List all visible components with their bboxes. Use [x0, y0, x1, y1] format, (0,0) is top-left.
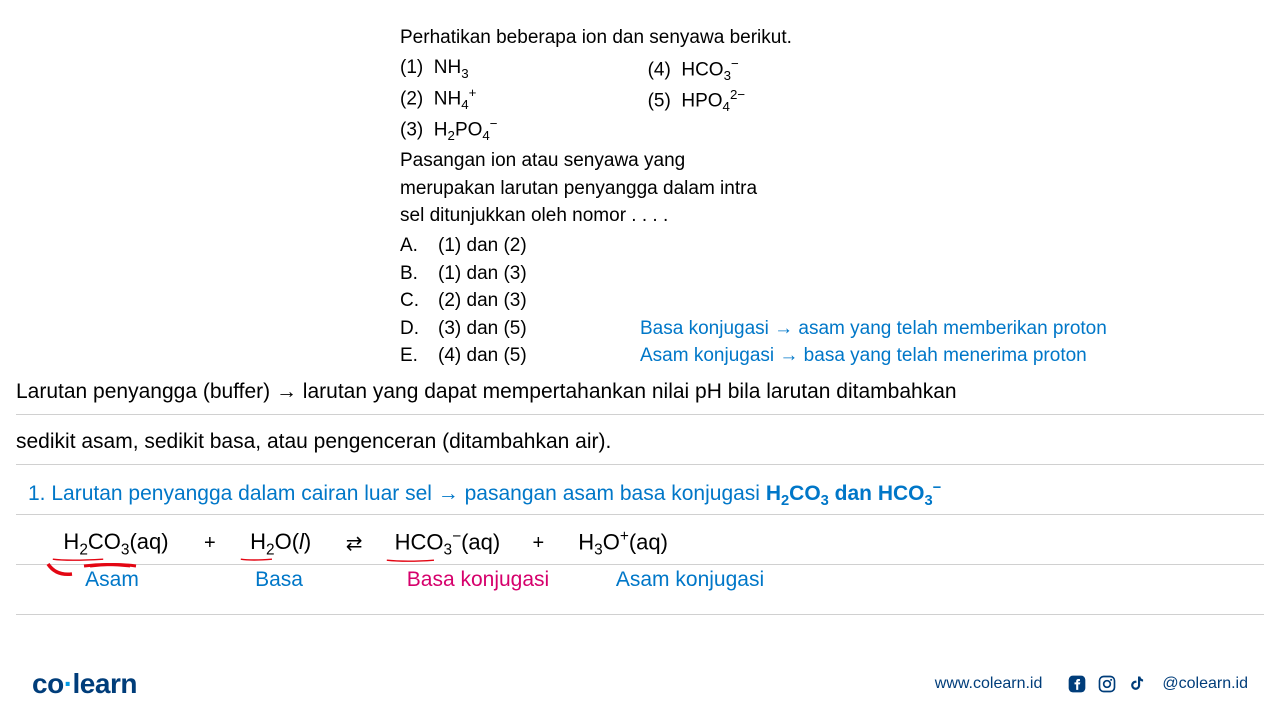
ion-1: (1) NH3	[400, 54, 498, 83]
ion-3: (3) H2PO4−	[400, 114, 498, 145]
instagram-icon[interactable]	[1096, 673, 1118, 695]
label-asam: Asam	[52, 568, 172, 592]
footer: co·learn www.colearn.id @colearn.id	[0, 664, 1280, 704]
ion-col-2: (4) HCO3− (5) HPO42−	[648, 54, 746, 146]
note-basa-konjugasi: Basa konjugasi → asam yang telah memberi…	[640, 316, 1107, 343]
ion-col-1: (1) NH3 (2) NH4+ (3) H2PO4−	[400, 54, 498, 146]
facebook-icon[interactable]	[1066, 673, 1088, 695]
explain-line-1: Larutan penyangga (buffer) → larutan yan…	[16, 380, 1264, 404]
question-intro: Perhatikan beberapa ion dan senyawa beri…	[400, 24, 1100, 52]
eq-h2o: H2O(l)	[240, 529, 322, 559]
ion-list: (1) NH3 (2) NH4+ (3) H2PO4− (4) HCO3− (5…	[400, 54, 1100, 146]
logo-dot: ·	[64, 668, 73, 699]
rule-5	[16, 614, 1264, 615]
plus-1: +	[204, 532, 216, 555]
ion-4: (4) HCO3−	[648, 54, 746, 85]
underline-red-2	[240, 558, 273, 562]
rule-3	[16, 514, 1264, 515]
label-basa-konjugasi: Basa konjugasi	[398, 568, 558, 592]
ion-5: (5) HPO42−	[648, 85, 746, 116]
label-asam-konjugasi: Asam konjugasi	[610, 568, 770, 592]
footer-right: www.colearn.id @colearn.id	[935, 673, 1248, 695]
underline-red-1	[52, 558, 104, 562]
explain-line-2: sedikit asam, sedikit basa, atau pengenc…	[16, 430, 1264, 454]
option-a: A.(1) dan (2)	[400, 232, 1100, 260]
rule-2	[16, 464, 1264, 465]
konjugasi-notes: Basa konjugasi → asam yang telah memberi…	[640, 316, 1107, 369]
option-c: C.(2) dan (3)	[400, 287, 1100, 315]
equilibrium-arrow: ⇄	[346, 531, 363, 556]
ion-2: (2) NH4+	[400, 83, 498, 114]
eq-h2co3: H2CO3(aq)	[52, 529, 180, 559]
underline-red-3	[386, 559, 435, 563]
option-b: B.(1) dan (3)	[400, 260, 1100, 288]
social-handle[interactable]: @colearn.id	[1162, 675, 1248, 693]
social-icons	[1066, 673, 1148, 695]
eq-h3o: H3O+(aq)	[568, 528, 678, 560]
plus-2: +	[532, 532, 544, 555]
tiktok-icon[interactable]	[1126, 673, 1148, 695]
eq-hco3: HCO3−(aq)	[386, 528, 508, 560]
equation: H2CO3(aq) + H2O(l) ⇄ HCO3−(aq) + H3O+(aq…	[52, 528, 678, 560]
note-asam-konjugasi: Asam konjugasi → basa yang telah menerim…	[640, 343, 1107, 370]
footer-url[interactable]: www.colearn.id	[935, 675, 1043, 693]
rule-4	[16, 564, 1264, 565]
equation-labels: Asam Basa Basa konjugasi Asam konjugasi	[52, 568, 770, 592]
logo: co·learn	[32, 668, 137, 700]
label-basa: Basa	[240, 568, 318, 592]
section-1-title: 1. Larutan penyangga dalam cairan luar s…	[28, 480, 941, 509]
rule-1	[16, 414, 1264, 415]
question-prompt: Pasangan ion atau senyawa yang merupakan…	[400, 147, 1100, 230]
